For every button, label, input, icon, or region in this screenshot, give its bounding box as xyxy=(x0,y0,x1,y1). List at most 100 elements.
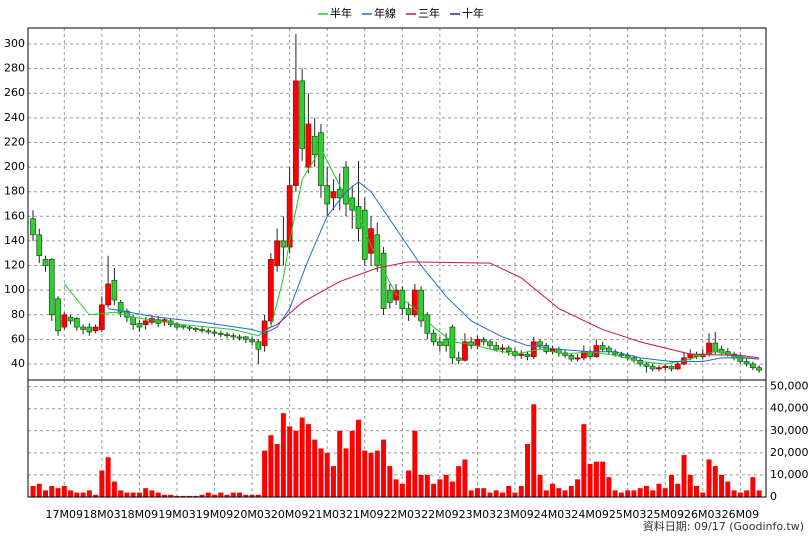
candle-body xyxy=(99,304,105,330)
volume-bar xyxy=(656,483,662,497)
volume-bar xyxy=(136,492,142,497)
volume-bar xyxy=(512,492,518,497)
volume-bar xyxy=(618,492,624,497)
x-tick-label: 22M09 xyxy=(421,508,459,521)
volume-bar xyxy=(506,485,512,497)
volume-bar xyxy=(675,483,681,497)
volume-bar xyxy=(662,488,668,497)
volume-bar xyxy=(124,492,130,497)
x-tick-label: 23M03 xyxy=(459,508,497,521)
candle-body xyxy=(487,341,493,346)
candle-body xyxy=(242,336,249,340)
candle-body xyxy=(199,329,205,332)
volume-bar xyxy=(43,490,49,497)
candle-body xyxy=(117,302,124,313)
volume-bar xyxy=(744,490,750,497)
y-tick-label: 0 xyxy=(770,490,777,503)
y-tick-label: 200 xyxy=(4,160,25,173)
y-tick-label: 40 xyxy=(11,357,25,370)
y-tick-label: 10,000 xyxy=(770,468,808,481)
candle-body xyxy=(73,318,80,328)
volume-bar xyxy=(449,481,455,497)
volume-bar xyxy=(193,495,199,497)
candle-body xyxy=(318,132,324,186)
volume-bar xyxy=(681,455,687,497)
candle-body xyxy=(311,135,318,156)
volume-bar xyxy=(337,430,343,497)
volume-bar xyxy=(625,490,631,497)
volume-bar xyxy=(111,481,117,497)
volume-bar xyxy=(230,492,236,497)
y-tick-label: 120 xyxy=(4,259,25,272)
volume-bar xyxy=(568,485,574,497)
volume-bar xyxy=(30,485,36,497)
volume-bar xyxy=(637,488,643,497)
volume-bar xyxy=(349,430,355,497)
candle-body xyxy=(124,310,130,318)
x-tick-label: 22M03 xyxy=(384,508,422,521)
candle-body xyxy=(424,314,431,334)
volume-bar xyxy=(525,444,531,497)
candle-body xyxy=(86,326,93,333)
volume-bar xyxy=(462,459,468,497)
candle-body xyxy=(750,363,756,369)
volume-bar xyxy=(280,413,286,497)
x-tick-label: 20M09 xyxy=(271,508,309,521)
volume-bar xyxy=(725,481,731,497)
candle-body xyxy=(524,353,531,357)
ma-line xyxy=(108,181,760,363)
candle-body xyxy=(142,320,149,325)
volume-bar xyxy=(155,492,161,497)
candle-body xyxy=(574,357,581,360)
candle-body xyxy=(324,185,331,205)
volume-bar xyxy=(255,494,261,497)
candle-body xyxy=(361,209,368,260)
candle-body xyxy=(455,357,462,361)
volume-bar xyxy=(737,492,743,497)
volume-bar xyxy=(237,492,243,497)
candle-body xyxy=(643,363,650,367)
candle-body xyxy=(505,347,512,353)
candle-body xyxy=(474,339,481,346)
volume-bar xyxy=(612,490,618,497)
candle-body xyxy=(268,259,274,322)
x-tick-label: 25M03 xyxy=(609,508,647,521)
volume-bar xyxy=(199,494,205,497)
candle-body xyxy=(30,218,36,236)
candle-body xyxy=(543,345,550,353)
volume-bar xyxy=(587,463,593,497)
volume-bar xyxy=(99,470,105,497)
volume-bar xyxy=(606,477,612,497)
y-tick-label: 140 xyxy=(4,234,25,247)
candle-body xyxy=(299,80,306,149)
volume-bar xyxy=(49,485,55,497)
candle-body xyxy=(712,342,719,353)
y-tick-label: 50,000 xyxy=(770,380,808,393)
candle-body xyxy=(55,298,61,332)
candle-body xyxy=(280,240,287,248)
volume-bar xyxy=(186,495,192,497)
volume-bar xyxy=(74,492,80,497)
volume-bar xyxy=(293,430,299,497)
y-tick-label: 180 xyxy=(4,185,25,198)
candle-body xyxy=(205,330,212,333)
candle-body xyxy=(136,323,143,328)
volume-bar xyxy=(719,474,725,497)
candle-body xyxy=(493,345,500,350)
legend-label: 年線 xyxy=(374,6,396,20)
candle-body xyxy=(111,279,118,301)
volume-bar xyxy=(362,450,368,497)
legend-label: 十年 xyxy=(462,6,484,20)
y-tick-label: 30,000 xyxy=(770,424,808,437)
candle-body xyxy=(42,259,49,266)
candle-body xyxy=(405,308,412,316)
y-tick-label: 240 xyxy=(4,111,25,124)
volume-bar xyxy=(356,419,362,497)
candle-body xyxy=(255,341,262,350)
candle-body xyxy=(236,336,243,339)
volume-bar xyxy=(343,448,349,497)
volume-bar xyxy=(268,435,274,497)
volume-bar xyxy=(324,452,330,497)
volume-bar xyxy=(687,474,693,497)
